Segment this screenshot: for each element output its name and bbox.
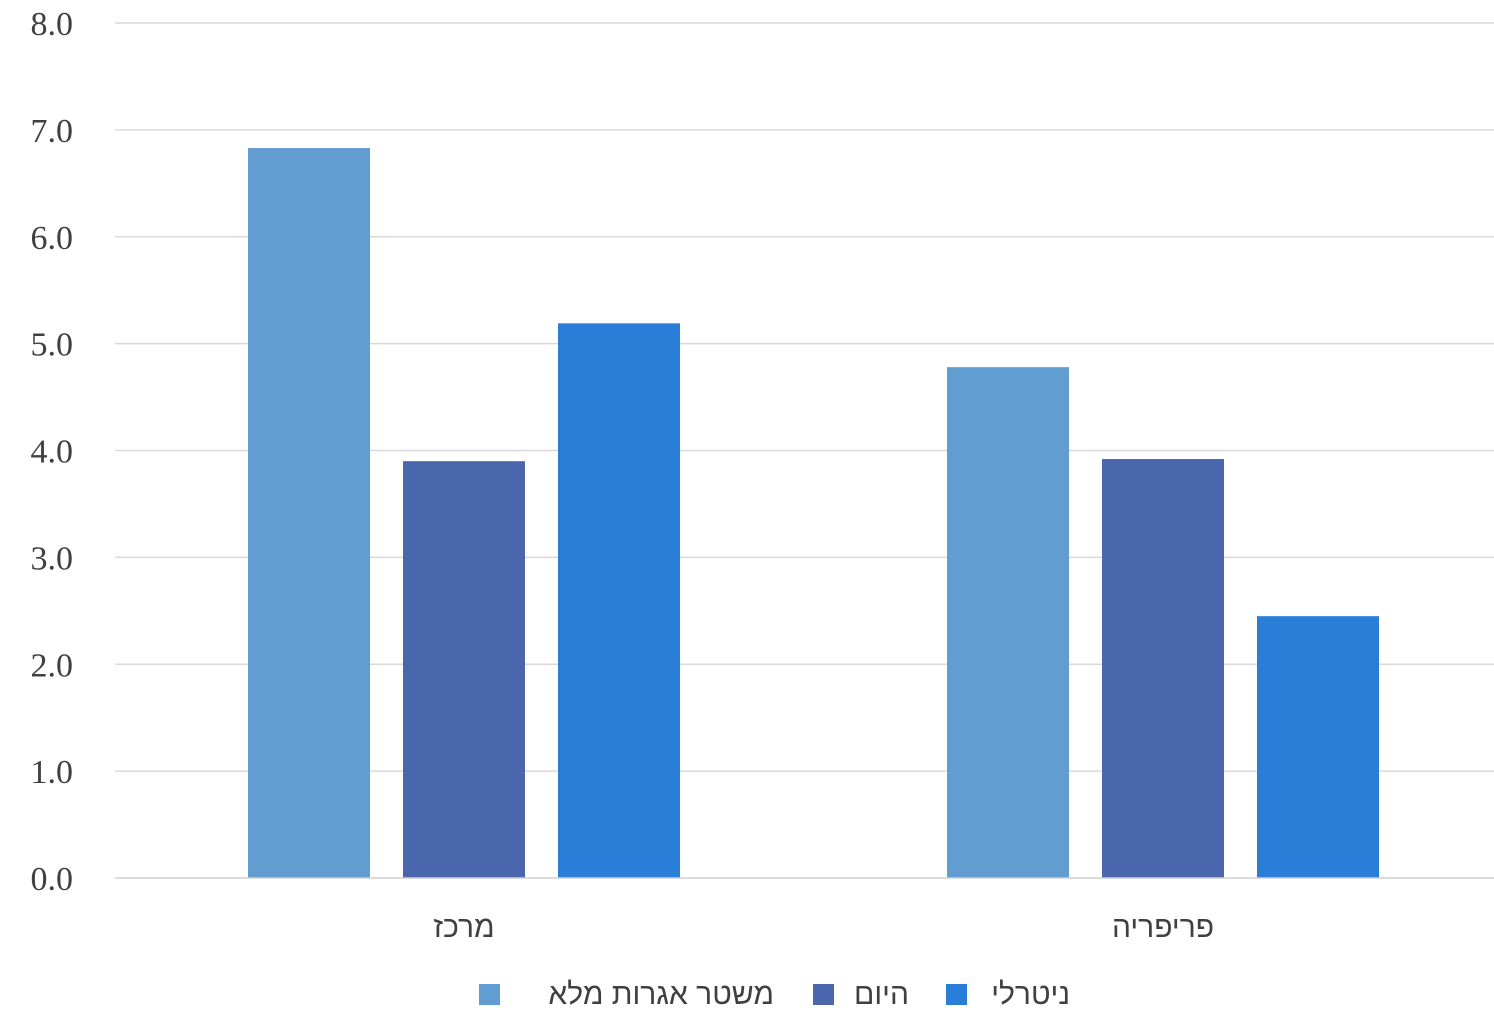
bar-1-1 [1102, 459, 1224, 878]
y-tick-label: 4.0 [31, 434, 74, 471]
y-tick-label: 5.0 [31, 327, 74, 364]
bar-0-0 [248, 148, 370, 878]
legend-label-2: ניטרלי [991, 978, 1070, 1010]
legend-label-0: משטר אגרות מלא [548, 978, 774, 1010]
legend-swatch-1 [813, 984, 834, 1005]
category-label: מרכז [433, 911, 494, 944]
y-axis-tick-labels: 0.0 1.0 2.0 3.0 4.0 5.0 6.0 7.0 8.0 [31, 6, 74, 898]
category-label: פריפריה [1112, 911, 1214, 944]
y-tick-label: 0.0 [31, 861, 74, 898]
bar-0-2 [558, 323, 680, 879]
y-tick-label: 2.0 [31, 647, 74, 684]
legend: משטר אגרות מלא היום ניטרלי [479, 978, 1070, 1010]
y-tick-label: 3.0 [31, 540, 74, 577]
bar-0-1 [403, 461, 525, 878]
bars [248, 148, 1379, 879]
y-tick-label: 1.0 [31, 754, 74, 791]
bar-1-2 [1257, 616, 1379, 878]
legend-label-1: היום [854, 978, 909, 1010]
y-tick-label: 7.0 [31, 113, 74, 150]
legend-swatch-2 [946, 984, 967, 1005]
category-labels: מרכז פריפריה [433, 911, 1214, 944]
y-tick-label: 8.0 [31, 6, 74, 43]
bar-1-0 [947, 367, 1069, 878]
y-tick-label: 6.0 [31, 220, 74, 257]
legend-swatch-0 [479, 984, 500, 1005]
